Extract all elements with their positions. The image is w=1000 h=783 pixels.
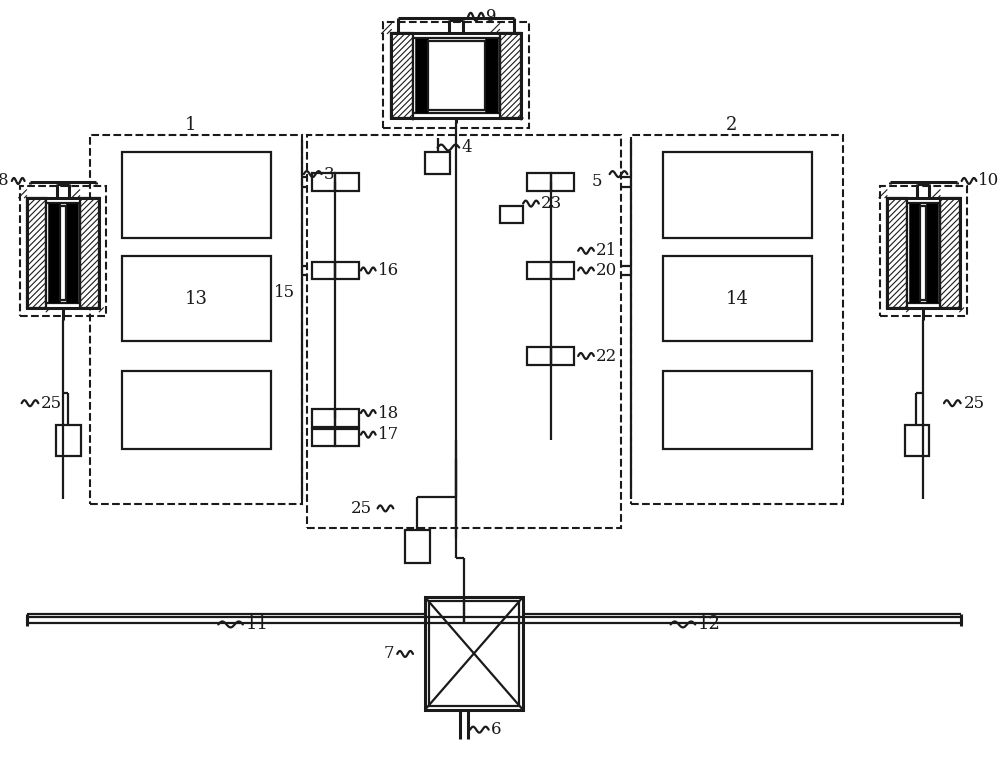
Text: 25: 25 (964, 395, 985, 412)
Bar (122, 256, 271, 341)
Bar (27, 197, 99, 308)
Bar (20, 186, 106, 316)
Text: 21: 21 (596, 242, 617, 259)
Text: 13: 13 (185, 290, 208, 308)
Bar (907, 203, 940, 303)
Text: 23: 23 (541, 195, 562, 212)
Text: 7: 7 (383, 645, 394, 662)
Bar (551, 262, 574, 280)
Text: 11: 11 (246, 615, 269, 633)
Bar (391, 34, 521, 118)
Bar (312, 409, 335, 427)
Bar (335, 173, 359, 191)
Bar (905, 425, 929, 456)
Bar (425, 153, 450, 174)
Bar (56, 425, 81, 456)
Bar (429, 601, 519, 706)
Text: 6: 6 (491, 721, 501, 738)
Text: 5: 5 (592, 174, 602, 190)
Bar (307, 135, 621, 528)
Bar (551, 173, 574, 191)
Bar (415, 38, 428, 113)
Text: 20: 20 (596, 262, 617, 279)
Bar (880, 186, 967, 316)
Text: 22: 22 (596, 348, 617, 365)
Bar (405, 530, 430, 564)
Bar (48, 203, 60, 303)
Text: 8: 8 (0, 172, 9, 189)
Bar (425, 597, 523, 710)
Bar (887, 197, 960, 308)
Bar (122, 153, 271, 238)
Bar (312, 429, 335, 446)
Text: 9: 9 (486, 9, 496, 25)
Text: 2: 2 (726, 116, 737, 134)
Bar (926, 203, 938, 303)
Bar (527, 262, 551, 280)
Bar (887, 197, 907, 308)
Bar (60, 206, 66, 300)
Text: 10: 10 (978, 172, 1000, 189)
Bar (335, 262, 359, 280)
Bar (391, 34, 413, 118)
Bar (663, 371, 812, 449)
Text: 4: 4 (461, 139, 472, 156)
Bar (940, 197, 960, 308)
Bar (551, 347, 574, 365)
Bar (428, 41, 485, 110)
Text: 1: 1 (185, 116, 197, 134)
Bar (413, 38, 500, 113)
Bar (909, 203, 920, 303)
Bar (27, 197, 46, 308)
Text: 16: 16 (378, 262, 399, 279)
Bar (500, 34, 521, 118)
Bar (631, 135, 843, 503)
Bar (527, 347, 551, 365)
Bar (527, 173, 551, 191)
Bar (500, 206, 523, 223)
Text: 3: 3 (324, 165, 334, 182)
Bar (920, 206, 926, 300)
Text: 12: 12 (698, 615, 721, 633)
Text: 25: 25 (351, 500, 372, 517)
Bar (312, 173, 335, 191)
Text: 17: 17 (378, 426, 399, 443)
Bar (80, 197, 99, 308)
Bar (90, 135, 302, 503)
Text: 25: 25 (41, 395, 62, 412)
Text: 15: 15 (274, 283, 295, 301)
Bar (383, 22, 529, 128)
Bar (335, 409, 359, 427)
Bar (66, 203, 78, 303)
Bar (485, 38, 498, 113)
Bar (46, 203, 80, 303)
Bar (335, 429, 359, 446)
Bar (312, 262, 335, 280)
Bar (663, 256, 812, 341)
Bar (663, 153, 812, 238)
Bar (122, 371, 271, 449)
Text: 14: 14 (726, 290, 749, 308)
Text: 18: 18 (378, 405, 399, 421)
